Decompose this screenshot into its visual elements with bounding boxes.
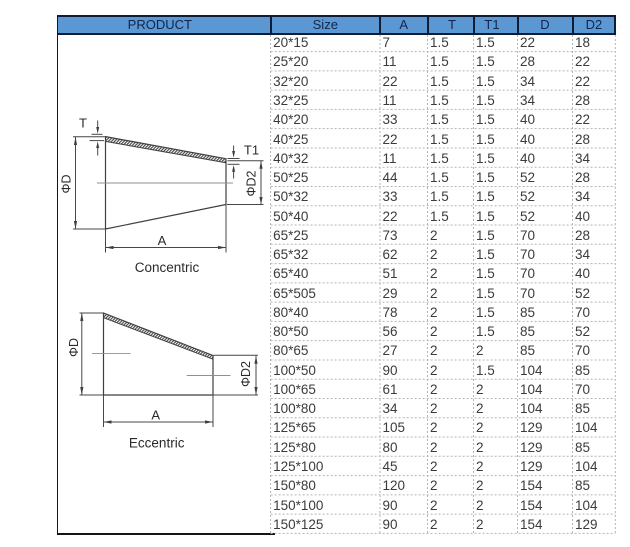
svg-text:ΦD: ΦD [60,174,74,193]
svg-text:ΦD2: ΦD2 [239,361,253,387]
svg-text:T1: T1 [244,143,259,158]
svg-text:ΦD: ΦD [67,338,81,357]
svg-text:A: A [158,233,167,248]
svg-text:A: A [151,408,160,423]
svg-text:ΦD2: ΦD2 [245,170,259,196]
svg-text:T: T [79,116,87,131]
svg-text:Eccentric: Eccentric [129,436,185,451]
svg-text:Concentric: Concentric [135,260,200,275]
